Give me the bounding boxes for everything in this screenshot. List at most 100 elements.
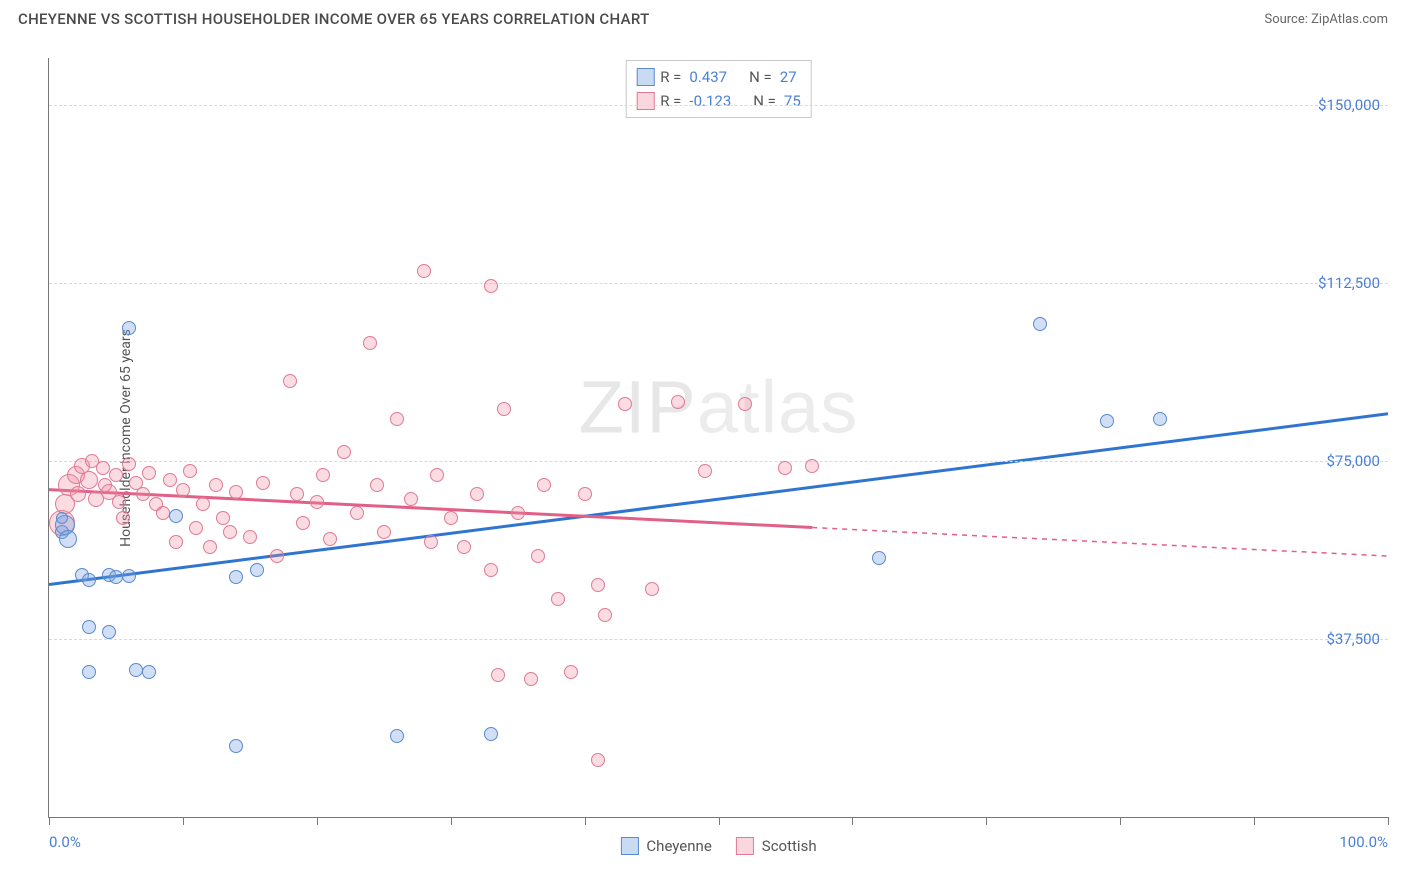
data-point[interactable] bbox=[591, 578, 605, 592]
data-point[interactable] bbox=[363, 336, 377, 350]
x-tick bbox=[1388, 817, 1389, 825]
data-point[interactable] bbox=[738, 397, 752, 411]
data-point[interactable] bbox=[169, 535, 183, 549]
data-point[interactable] bbox=[551, 592, 565, 606]
data-point[interactable] bbox=[370, 478, 384, 492]
r-label: R = bbox=[660, 89, 681, 113]
source-link[interactable]: ZipAtlas.com bbox=[1311, 12, 1388, 27]
data-point[interactable] bbox=[484, 279, 498, 293]
data-point[interactable] bbox=[290, 487, 304, 501]
legend-label: Scottish bbox=[762, 837, 817, 855]
data-point[interactable] bbox=[169, 509, 183, 523]
data-point[interactable] bbox=[310, 495, 324, 509]
data-point[interactable] bbox=[209, 478, 223, 492]
data-point[interactable] bbox=[82, 573, 96, 587]
data-point[interactable] bbox=[1033, 317, 1047, 331]
x-tick bbox=[585, 817, 586, 825]
data-point[interactable] bbox=[872, 551, 886, 565]
data-point[interactable] bbox=[283, 374, 297, 388]
x-tick bbox=[451, 817, 452, 825]
data-point[interactable] bbox=[229, 739, 243, 753]
data-point[interactable] bbox=[216, 511, 230, 525]
data-point[interactable] bbox=[142, 466, 156, 480]
data-point[interactable] bbox=[564, 665, 578, 679]
data-point[interactable] bbox=[129, 663, 143, 677]
data-point[interactable] bbox=[598, 608, 612, 622]
data-point[interactable] bbox=[323, 532, 337, 546]
data-point[interactable] bbox=[56, 512, 68, 524]
data-point[interactable] bbox=[424, 535, 438, 549]
data-point[interactable] bbox=[59, 530, 77, 548]
data-point[interactable] bbox=[296, 516, 310, 530]
legend-label: Cheyenne bbox=[646, 837, 711, 855]
data-point[interactable] bbox=[470, 487, 484, 501]
data-point[interactable] bbox=[122, 321, 136, 335]
data-point[interactable] bbox=[537, 478, 551, 492]
data-point[interactable] bbox=[96, 461, 110, 475]
data-point[interactable] bbox=[243, 530, 257, 544]
data-point[interactable] bbox=[270, 549, 284, 563]
data-point[interactable] bbox=[223, 525, 237, 539]
data-point[interactable] bbox=[618, 397, 632, 411]
data-point[interactable] bbox=[805, 459, 819, 473]
data-point[interactable] bbox=[122, 569, 136, 583]
data-point[interactable] bbox=[176, 483, 190, 497]
data-point[interactable] bbox=[484, 727, 498, 741]
data-point[interactable] bbox=[390, 412, 404, 426]
data-point[interactable] bbox=[116, 511, 130, 525]
data-point[interactable] bbox=[778, 461, 792, 475]
source-prefix: Source: bbox=[1264, 12, 1311, 27]
data-point[interactable] bbox=[109, 570, 123, 584]
swatch-icon bbox=[736, 837, 754, 855]
data-point[interactable] bbox=[645, 582, 659, 596]
data-point[interactable] bbox=[70, 486, 86, 502]
data-point[interactable] bbox=[183, 464, 197, 478]
data-point[interactable] bbox=[1100, 414, 1114, 428]
data-point[interactable] bbox=[136, 487, 150, 501]
data-point[interactable] bbox=[102, 625, 116, 639]
r-value: -0.123 bbox=[689, 89, 731, 113]
data-point[interactable] bbox=[457, 540, 471, 554]
data-point[interactable] bbox=[203, 540, 217, 554]
data-point[interactable] bbox=[189, 521, 203, 535]
data-point[interactable] bbox=[484, 563, 498, 577]
data-point[interactable] bbox=[671, 395, 685, 409]
y-tick-label: $37,500 bbox=[1326, 630, 1380, 648]
data-point[interactable] bbox=[390, 729, 404, 743]
data-point[interactable] bbox=[229, 485, 243, 499]
data-point[interactable] bbox=[163, 473, 177, 487]
data-point[interactable] bbox=[80, 471, 98, 489]
data-point[interactable] bbox=[531, 549, 545, 563]
data-point[interactable] bbox=[156, 506, 170, 520]
data-point[interactable] bbox=[229, 570, 243, 584]
data-point[interactable] bbox=[444, 511, 458, 525]
data-point[interactable] bbox=[1153, 412, 1167, 426]
data-point[interactable] bbox=[142, 665, 156, 679]
data-point[interactable] bbox=[524, 672, 538, 686]
data-point[interactable] bbox=[82, 620, 96, 634]
data-point[interactable] bbox=[256, 476, 270, 490]
chart-header: CHEYENNE VS SCOTTISH HOUSEHOLDER INCOME … bbox=[0, 0, 1406, 34]
data-point[interactable] bbox=[250, 563, 264, 577]
data-point[interactable] bbox=[491, 668, 505, 682]
trendlines-layer bbox=[49, 58, 1388, 817]
trendline-solid bbox=[49, 414, 1388, 585]
data-point[interactable] bbox=[109, 468, 123, 482]
data-point[interactable] bbox=[404, 492, 418, 506]
data-point[interactable] bbox=[337, 445, 351, 459]
data-point[interactable] bbox=[578, 487, 592, 501]
data-point[interactable] bbox=[112, 495, 126, 509]
data-point[interactable] bbox=[511, 506, 525, 520]
data-point[interactable] bbox=[377, 525, 391, 539]
data-point[interactable] bbox=[430, 468, 444, 482]
data-point[interactable] bbox=[316, 468, 330, 482]
data-point[interactable] bbox=[196, 497, 210, 511]
data-point[interactable] bbox=[82, 665, 96, 679]
watermark-thin: atlas bbox=[697, 366, 858, 449]
data-point[interactable] bbox=[497, 402, 511, 416]
data-point[interactable] bbox=[122, 457, 136, 471]
data-point[interactable] bbox=[417, 264, 431, 278]
data-point[interactable] bbox=[591, 753, 605, 767]
data-point[interactable] bbox=[350, 506, 364, 520]
data-point[interactable] bbox=[698, 464, 712, 478]
